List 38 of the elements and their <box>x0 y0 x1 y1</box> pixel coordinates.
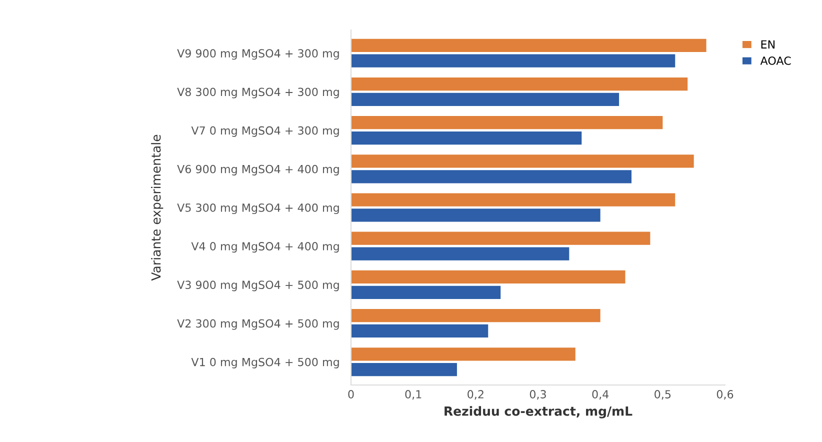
y-tick-label: V9 900 mg MgSO4 + 300 mg <box>177 49 339 60</box>
bar <box>351 193 676 206</box>
x-tick-label: 0,5 <box>654 390 671 400</box>
x-tick-label: 0 <box>348 390 354 398</box>
bar <box>351 208 600 222</box>
bar <box>351 92 620 106</box>
x-tick-label: 0,6 <box>716 390 734 400</box>
legend-label: EN <box>761 40 774 48</box>
bar <box>351 232 650 245</box>
y-tick-label: V8 300 mg MgSO4 + 300 mg <box>177 88 339 98</box>
y-tick-label: V7 0 mg MgSO4 + 300 mg <box>191 126 339 137</box>
bar <box>351 308 600 322</box>
bar <box>351 247 570 260</box>
x-tick-label: 0,1 <box>405 390 422 400</box>
bar <box>351 116 663 130</box>
bar <box>351 348 576 361</box>
y-axis-title: Variante experimentale <box>151 134 164 281</box>
bar <box>351 54 676 68</box>
bar <box>351 363 457 376</box>
bar <box>351 270 626 284</box>
bar <box>351 286 501 299</box>
x-tick-label: 0,3 <box>530 390 546 400</box>
y-tick-label: V1 0 mg MgSO4 + 500 mg <box>191 358 339 368</box>
bar <box>351 324 488 338</box>
legend-label: AOAC <box>760 56 791 65</box>
bar <box>351 77 688 91</box>
x-tick-label: 0,4 <box>592 390 609 400</box>
bar <box>351 170 632 184</box>
bar <box>351 154 694 168</box>
y-tick-label: V3 900 mg MgSO4 + 500 mg <box>177 280 339 292</box>
y-tick-label: V6 900 mg MgSO4 + 400 mg <box>177 164 339 176</box>
y-tick-label: V4 0 mg MgSO4 + 400 mg <box>191 242 339 253</box>
bar <box>351 38 706 52</box>
bar <box>351 131 582 145</box>
y-tick-label: V2 300 mg MgSO4 + 500 mg <box>177 319 339 330</box>
x-axis-title: Reziduu co-extract, mg/mL <box>444 406 632 418</box>
y-tick-label: V5 300 mg MgSO4 + 400 mg <box>177 203 339 214</box>
x-tick-label: 0,2 <box>468 390 484 400</box>
